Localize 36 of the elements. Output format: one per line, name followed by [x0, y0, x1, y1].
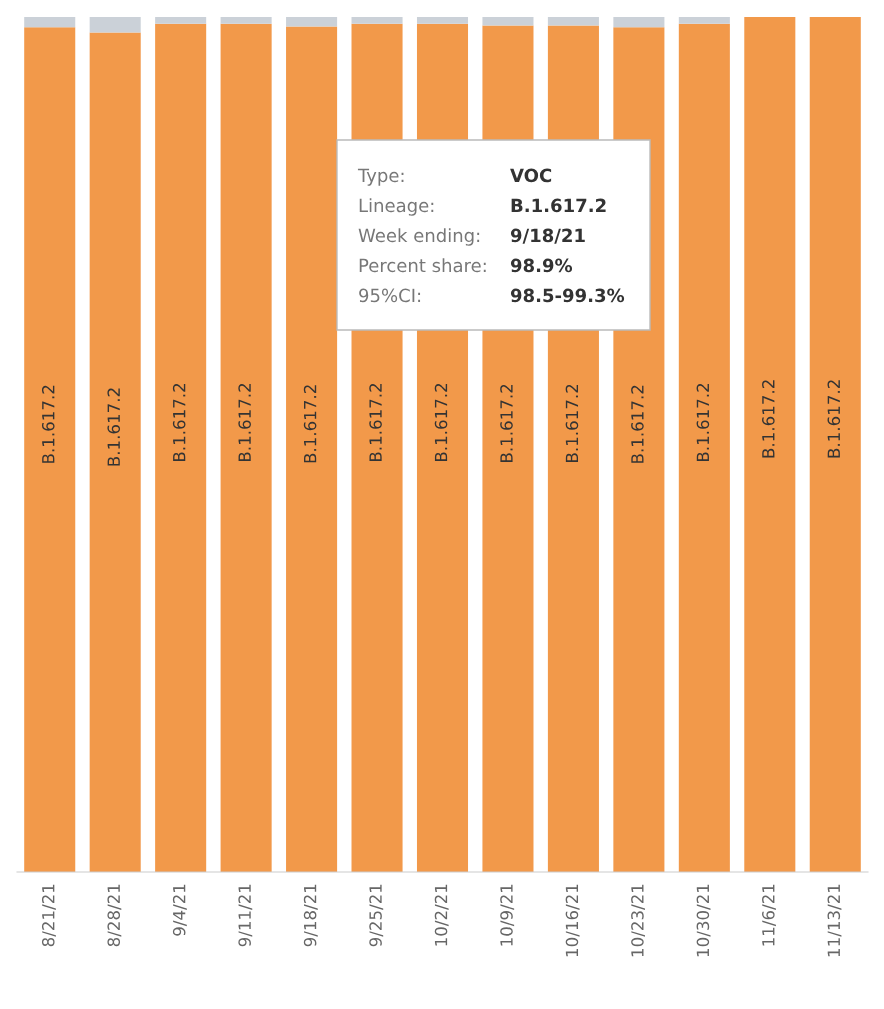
- annotation: Week ending:: [358, 228, 480, 246]
- annotation: B.1.617.2: [511, 198, 606, 213]
- x-tick-label: 9/18/21: [303, 884, 318, 947]
- text: B.1.617.2: [827, 380, 841, 458]
- annotation: Type:: [357, 168, 404, 186]
- text: B.1.617.2: [303, 385, 317, 463]
- annotation: 98.5-99.3%: [510, 288, 625, 303]
- annotation: Lineage:: [359, 198, 434, 216]
- text: B.1.617.2: [696, 383, 710, 462]
- text: B.1.617.2: [565, 384, 579, 462]
- annotation: 98.9%: [510, 258, 573, 273]
- x-tick-label: 11/13/21: [827, 884, 842, 957]
- series-label: B.1.617.2: [238, 383, 251, 462]
- x-tick-label: 9/25/21: [369, 884, 384, 947]
- annotation: 9/18/21: [510, 228, 585, 244]
- x-tick-label: 8/28/21: [107, 884, 122, 947]
- x-tick-label: 9/4/21: [172, 884, 187, 936]
- x-tick-label: 8/21/21: [41, 884, 56, 947]
- x-tick-label: 11/6/21: [762, 884, 776, 946]
- text: B.1.617.2: [500, 384, 513, 462]
- x-tick-label: 10/23/21: [631, 884, 646, 957]
- x-tick-label: 10/30/21: [696, 884, 711, 957]
- text: B.1.617.2: [369, 383, 382, 462]
- x-tick-label: 10/2/21: [434, 884, 449, 946]
- text: B.1.617.2: [762, 380, 775, 458]
- text: B.1.617.2: [631, 385, 644, 463]
- x-tick-label: 10/16/21: [565, 884, 580, 957]
- x-tick-label: 9/11/21: [238, 884, 253, 947]
- annotation: 95%CI:: [359, 288, 421, 303]
- x-tick-label: 10/9/21: [500, 884, 515, 946]
- text: B.1.617.2: [434, 383, 448, 462]
- text: B.1.617.2: [41, 385, 55, 463]
- annotation: VOC: [510, 168, 552, 183]
- annotation: Percent share:: [359, 258, 486, 273]
- text: B.1.617.2: [107, 388, 121, 466]
- text: B.1.617.2: [172, 383, 186, 462]
